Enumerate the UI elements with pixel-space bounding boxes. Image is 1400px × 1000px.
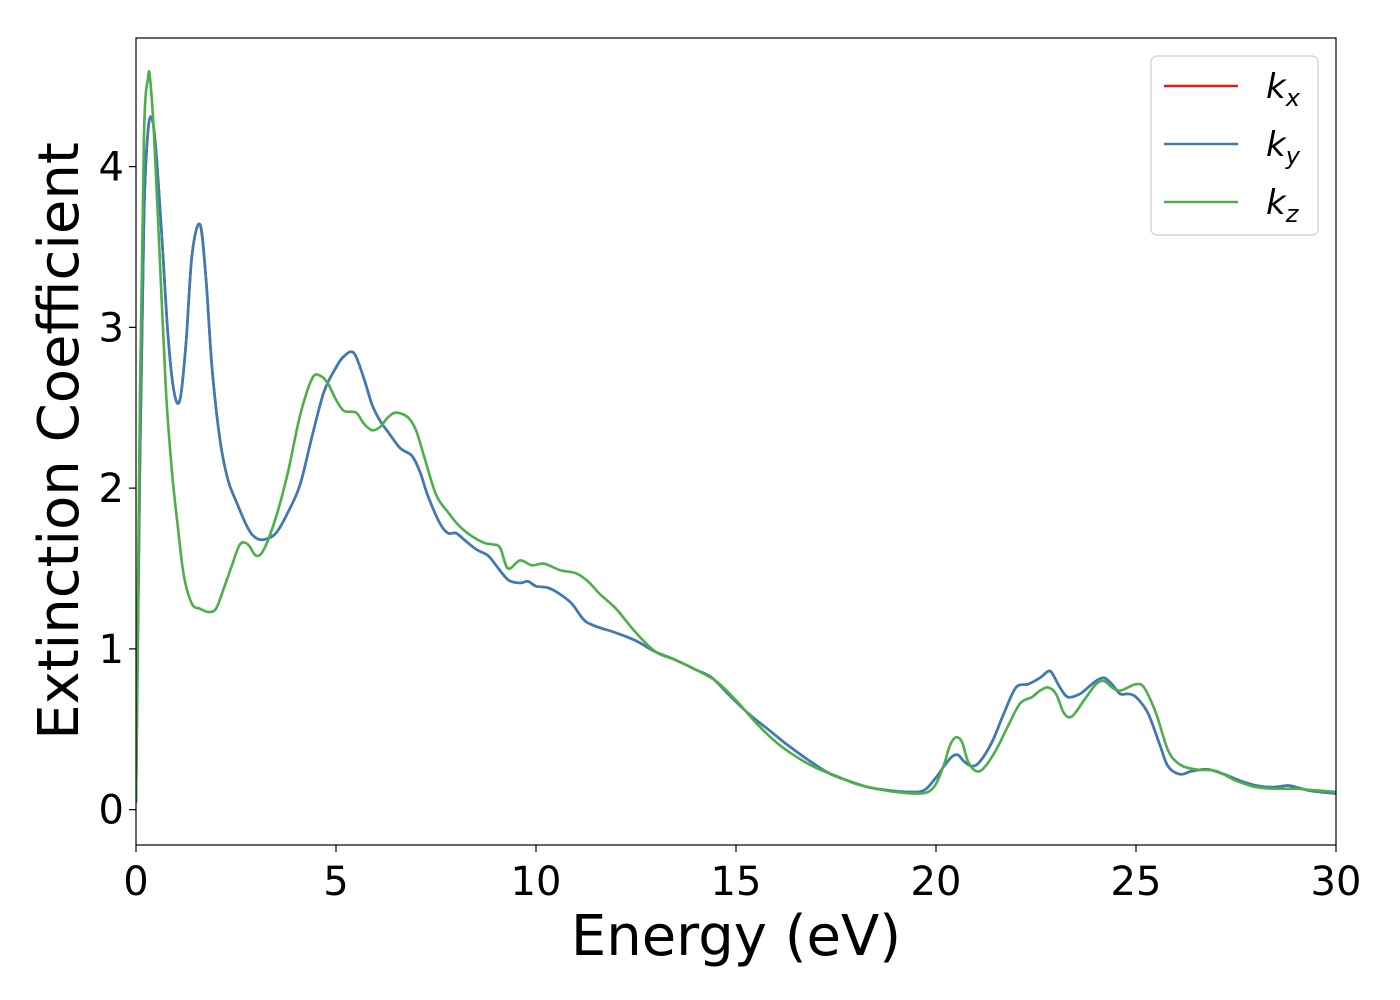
y-axis-title: Extinction Coefficient xyxy=(27,142,92,740)
x-tick-label: 15 xyxy=(711,859,762,905)
legend: kx ky kz xyxy=(1150,55,1319,236)
series-line-kz xyxy=(136,69,1336,803)
y-tick-label: 0 xyxy=(99,788,124,834)
series-layer xyxy=(136,69,1336,803)
x-axis-title: Energy (eV) xyxy=(571,904,901,969)
series-line-ky xyxy=(136,115,1336,803)
x-tick-label: 20 xyxy=(911,859,962,905)
legend-frame xyxy=(1150,55,1319,236)
legend-label-ky: ky xyxy=(1266,125,1301,170)
y-tick-label: 4 xyxy=(99,145,124,191)
x-axis: 0 5 10 15 20 25 30 xyxy=(123,845,1361,905)
y-tick-label: 2 xyxy=(99,466,124,512)
legend-label-kz: kz xyxy=(1266,183,1300,228)
x-tick-label: 25 xyxy=(1111,859,1162,905)
x-tick-label: 5 xyxy=(323,859,348,905)
x-tick-label: 0 xyxy=(123,859,148,905)
y-tick-label: 3 xyxy=(99,305,124,351)
y-axis: 0 1 2 3 4 xyxy=(99,145,136,834)
x-tick-label: 10 xyxy=(511,859,562,905)
legend-label-kx: kx xyxy=(1266,67,1301,112)
y-tick-label: 1 xyxy=(99,627,124,673)
x-tick-label: 30 xyxy=(1311,859,1362,905)
